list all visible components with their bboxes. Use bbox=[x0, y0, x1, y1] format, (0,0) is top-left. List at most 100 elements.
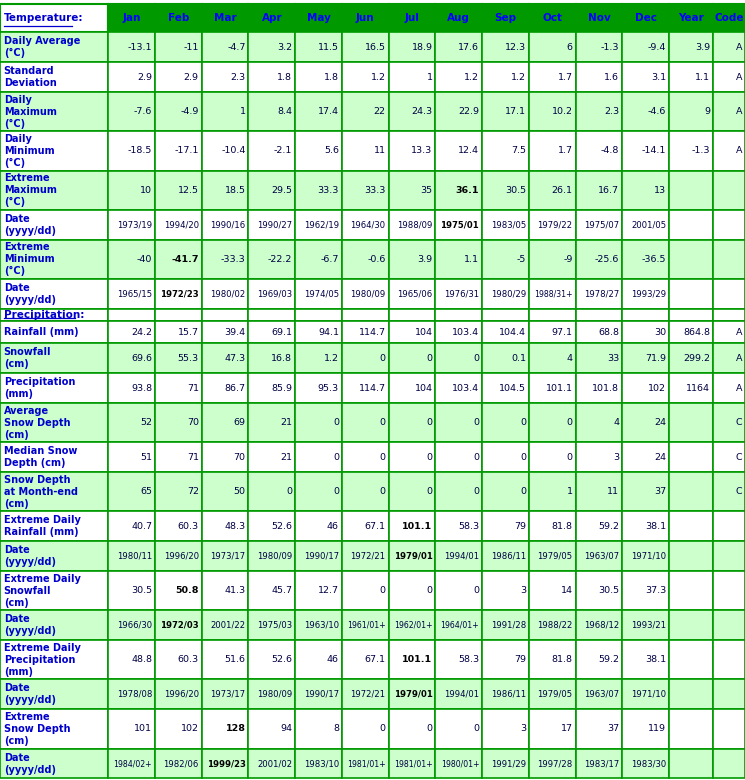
Bar bbox=[249, 4, 295, 32]
Bar bbox=[155, 343, 202, 374]
Text: 18.5: 18.5 bbox=[224, 186, 246, 195]
Bar bbox=[155, 640, 202, 679]
Text: 55.3: 55.3 bbox=[177, 354, 199, 363]
Text: 60.3: 60.3 bbox=[177, 522, 199, 531]
Text: 71.9: 71.9 bbox=[645, 354, 666, 363]
Bar bbox=[669, 640, 713, 679]
Text: 30: 30 bbox=[654, 328, 666, 336]
Bar bbox=[342, 279, 389, 309]
Text: 114.7: 114.7 bbox=[359, 328, 386, 336]
Text: 103.4: 103.4 bbox=[452, 328, 479, 336]
Bar bbox=[576, 210, 622, 239]
Bar bbox=[529, 343, 576, 374]
Bar bbox=[435, 32, 482, 62]
Bar bbox=[622, 62, 669, 92]
Bar bbox=[389, 239, 435, 279]
Bar bbox=[389, 92, 435, 131]
Bar bbox=[529, 4, 576, 32]
Bar bbox=[202, 541, 249, 571]
Text: 101: 101 bbox=[134, 725, 152, 733]
Bar bbox=[669, 472, 713, 512]
Bar bbox=[482, 472, 529, 512]
Text: 97.1: 97.1 bbox=[551, 328, 573, 336]
Bar bbox=[713, 343, 745, 374]
Bar bbox=[108, 512, 155, 541]
Text: 103.4: 103.4 bbox=[452, 384, 479, 392]
Bar bbox=[669, 749, 713, 778]
Bar bbox=[435, 309, 482, 321]
Bar bbox=[389, 749, 435, 778]
Text: 1968/12: 1968/12 bbox=[584, 621, 619, 629]
Bar bbox=[389, 571, 435, 611]
Bar bbox=[295, 62, 342, 92]
Text: 1.2: 1.2 bbox=[324, 354, 339, 363]
Bar bbox=[0, 343, 108, 374]
Bar bbox=[0, 749, 108, 778]
Text: 0: 0 bbox=[473, 488, 479, 496]
Bar bbox=[108, 611, 155, 640]
Text: 12.3: 12.3 bbox=[505, 43, 526, 51]
Bar bbox=[435, 709, 482, 749]
Bar bbox=[249, 541, 295, 571]
Text: 16.5: 16.5 bbox=[365, 43, 386, 51]
Text: 1.7: 1.7 bbox=[558, 73, 573, 82]
Bar bbox=[482, 171, 529, 210]
Text: 101.1: 101.1 bbox=[402, 655, 432, 665]
Text: 0: 0 bbox=[380, 725, 386, 733]
Bar bbox=[713, 171, 745, 210]
Bar bbox=[0, 4, 108, 32]
Bar bbox=[576, 309, 622, 321]
Bar bbox=[669, 541, 713, 571]
Bar bbox=[202, 679, 249, 709]
Bar bbox=[713, 4, 745, 32]
Text: Temperature:: Temperature: bbox=[4, 13, 83, 23]
Text: 37.3: 37.3 bbox=[645, 587, 666, 595]
Bar bbox=[0, 374, 108, 403]
Bar bbox=[342, 210, 389, 239]
Text: Snowfall
(cm): Snowfall (cm) bbox=[4, 347, 51, 369]
Text: 1980/09: 1980/09 bbox=[350, 289, 386, 298]
Text: 1.7: 1.7 bbox=[558, 147, 573, 155]
Text: 1: 1 bbox=[426, 73, 432, 82]
Bar bbox=[482, 239, 529, 279]
Text: 12.4: 12.4 bbox=[458, 147, 479, 155]
Text: 33.3: 33.3 bbox=[364, 186, 386, 195]
Bar bbox=[249, 343, 295, 374]
Text: 1.2: 1.2 bbox=[464, 73, 479, 82]
Bar bbox=[576, 611, 622, 640]
Bar bbox=[202, 472, 249, 512]
Text: 70: 70 bbox=[233, 452, 246, 462]
Bar bbox=[669, 709, 713, 749]
Text: 0: 0 bbox=[380, 452, 386, 462]
Bar bbox=[669, 442, 713, 472]
Text: 864.8: 864.8 bbox=[683, 328, 710, 336]
Bar bbox=[389, 472, 435, 512]
Bar bbox=[108, 640, 155, 679]
Text: 85.9: 85.9 bbox=[271, 384, 292, 392]
Text: 94: 94 bbox=[280, 725, 292, 733]
Bar bbox=[389, 62, 435, 92]
Bar bbox=[713, 279, 745, 309]
Text: 1979/01: 1979/01 bbox=[393, 690, 432, 699]
Bar bbox=[108, 403, 155, 442]
Bar bbox=[342, 611, 389, 640]
Text: 1993/29: 1993/29 bbox=[631, 289, 666, 298]
Bar bbox=[0, 62, 108, 92]
Bar bbox=[108, 374, 155, 403]
Bar bbox=[482, 62, 529, 92]
Text: Extreme
Minimum
(°C): Extreme Minimum (°C) bbox=[4, 242, 54, 276]
Text: 59.2: 59.2 bbox=[598, 655, 619, 665]
Text: Daily
Minimum
(°C): Daily Minimum (°C) bbox=[4, 134, 54, 168]
Text: 1964/30: 1964/30 bbox=[351, 220, 386, 229]
Bar bbox=[482, 131, 529, 171]
Text: 1983/05: 1983/05 bbox=[491, 220, 526, 229]
Text: -13.1: -13.1 bbox=[127, 43, 152, 51]
Bar bbox=[435, 374, 482, 403]
Text: 95.3: 95.3 bbox=[318, 384, 339, 392]
Bar bbox=[576, 472, 622, 512]
Bar bbox=[713, 210, 745, 239]
Bar bbox=[389, 279, 435, 309]
Bar bbox=[435, 343, 482, 374]
Text: -10.4: -10.4 bbox=[221, 147, 246, 155]
Bar bbox=[342, 571, 389, 611]
